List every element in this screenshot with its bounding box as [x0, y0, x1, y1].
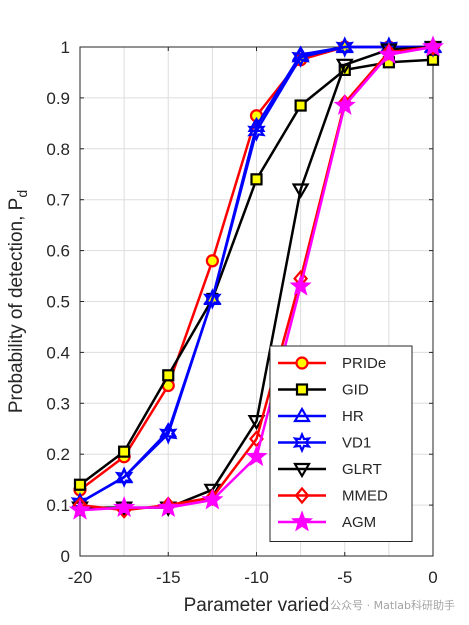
x-tick-labels: -20 -15 -10 -5 0	[68, 568, 438, 587]
legend-entry-hr: HR	[278, 406, 364, 425]
x-tick-label: -5	[337, 568, 352, 587]
x-axis-label: Parameter varied	[184, 595, 330, 616]
legend-label: AGM	[342, 514, 376, 531]
legend-swatch-marker	[295, 383, 309, 396]
y-tick-label: 0.8	[46, 140, 70, 159]
y-tick-label: 0.4	[46, 343, 70, 362]
data-point	[157, 496, 180, 518]
legend-swatch-marker	[295, 356, 309, 370]
data-point	[247, 120, 266, 142]
y-axis-label: Probability of detection, Pd	[6, 190, 30, 413]
data-point	[291, 46, 310, 68]
data-point	[335, 58, 354, 74]
legend-label: MMED	[342, 488, 388, 505]
y-axis-label-main: Probability of detection, P	[6, 198, 27, 413]
legend-label: VD1	[342, 435, 371, 452]
legend-label: PRIDe	[342, 355, 386, 372]
data-point	[118, 445, 131, 458]
data-point	[73, 478, 87, 491]
data-point	[158, 423, 178, 445]
data-point	[377, 43, 400, 65]
legend-label: GLRT	[342, 461, 382, 478]
y-tick-label: 1	[61, 38, 70, 57]
data-point	[205, 254, 219, 268]
data-point	[250, 173, 263, 186]
series-line	[79, 45, 433, 504]
data-point	[162, 369, 175, 382]
data-point	[245, 445, 268, 467]
data-point	[289, 274, 312, 296]
y-tick-label: 0.2	[46, 445, 70, 464]
legend-entry-pride: PRIDe	[278, 355, 386, 372]
y-tick-label: 0.5	[46, 293, 70, 312]
y-tick-label: 0.7	[46, 191, 70, 210]
legend-entry-agm: AGM	[278, 510, 376, 532]
x-tick-label: -20	[68, 568, 93, 587]
y-axis-label-subscript: d	[14, 190, 30, 198]
data-point	[203, 288, 222, 310]
y-tick-label: 0	[61, 547, 70, 566]
y-tick-label: 0.3	[46, 394, 70, 413]
data-point	[294, 99, 307, 112]
data-point	[335, 36, 355, 58]
legend-swatch-marker	[290, 510, 314, 532]
data-point	[68, 498, 92, 520]
data-point	[114, 466, 134, 488]
legend-swatch-marker	[293, 462, 311, 479]
legend-label: GID	[342, 382, 369, 399]
series-layer	[68, 35, 445, 520]
legend-entry-gid: GID	[278, 382, 369, 399]
tick-marks	[79, 46, 434, 557]
x-tick-label: 0	[428, 568, 437, 587]
legend-entry-glrt: GLRT	[278, 461, 382, 479]
y-tick-label: 0.6	[46, 242, 70, 261]
legend: PRIDe GID HR VD1 GLRT MMED AGM	[269, 345, 413, 542]
x-tick-label: -10	[244, 568, 269, 587]
legend-swatch-marker	[294, 486, 310, 505]
legend-label: HR	[342, 408, 364, 425]
data-point	[421, 35, 445, 57]
x-tick-label: -15	[156, 568, 181, 587]
y-tick-labels: 0 0.1 0.2 0.3 0.4 0.5 0.6 0.7 0.8 0.9 1	[46, 38, 70, 566]
legend-swatch-marker	[292, 431, 312, 454]
legend-entry-vd1: VD1	[278, 431, 371, 454]
series-agm	[68, 35, 445, 520]
legend-swatch-marker	[293, 406, 311, 423]
data-point	[113, 496, 136, 518]
legend-entry-mmed: MMED	[278, 486, 388, 505]
watermark-text: 公众号 · Matlab科研助手	[330, 599, 455, 612]
plot-area	[68, 35, 445, 557]
data-point	[291, 183, 310, 199]
data-point	[201, 488, 224, 510]
y-tick-label: 0.1	[46, 496, 70, 515]
y-tick-label: 0.9	[46, 89, 70, 108]
data-point	[333, 93, 356, 115]
